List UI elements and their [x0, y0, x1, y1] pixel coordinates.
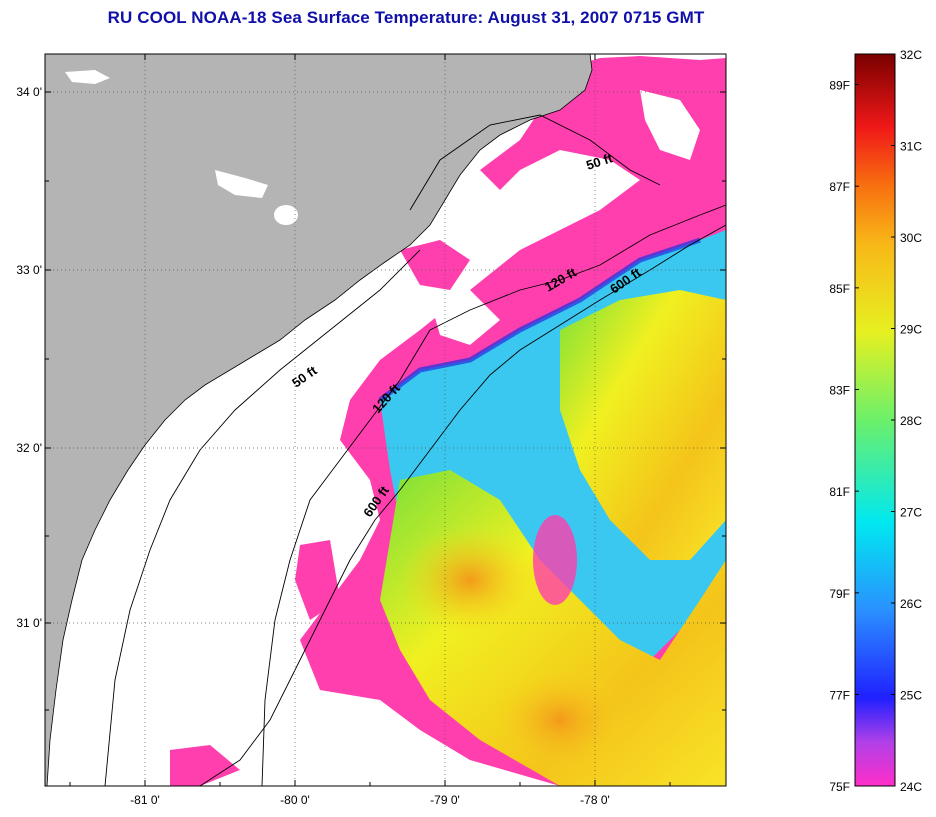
celsius-label: 31C — [900, 140, 922, 154]
graticule — [45, 54, 726, 786]
map-frame — [44, 53, 727, 787]
lat-label: 34 0' — [16, 85, 42, 99]
island — [65, 70, 110, 84]
fahrenheit-label: 85F — [829, 282, 850, 296]
color-scale-gradient — [854, 53, 896, 787]
fahrenheit-label: 81F — [829, 485, 850, 499]
no-data-gap — [430, 290, 500, 345]
lon-label: -81 0' — [130, 793, 160, 807]
cold-water-patch — [295, 540, 340, 620]
lat-label: 32 0' — [16, 441, 42, 455]
warm-water-region-east — [560, 290, 726, 560]
lon-label: -78 0' — [580, 793, 610, 807]
island — [215, 170, 268, 198]
cold-water-patch — [170, 745, 240, 786]
fahrenheit-label: 75F — [829, 780, 850, 794]
lon-label: -80 0' — [280, 793, 310, 807]
isobath-120ft — [261, 204, 726, 786]
warm-core — [400, 525, 540, 635]
celsius-label: 26C — [900, 597, 922, 611]
celsius-label: 32C — [900, 48, 922, 62]
island — [274, 205, 298, 225]
fahrenheit-label: 89F — [829, 79, 850, 93]
axis-ticks — [45, 54, 726, 786]
cool-water-edge — [378, 237, 701, 402]
celsius-label: 24C — [900, 780, 922, 794]
celsius-label: 28C — [900, 414, 922, 428]
isobath-50ft — [104, 114, 661, 786]
fahrenheit-label: 77F — [829, 689, 850, 703]
land-mass — [45, 54, 593, 786]
celsius-label: 29C — [900, 323, 922, 337]
lat-label: 33 0' — [16, 263, 42, 277]
isobath-600ft — [199, 224, 726, 786]
warm-core — [490, 665, 630, 775]
celsius-label: 25C — [900, 689, 922, 703]
fahrenheit-label: 79F — [829, 587, 850, 601]
cool-eddy — [533, 515, 577, 605]
map-title: RU COOL NOAA-18 Sea Surface Temperature:… — [107, 8, 705, 27]
no-data-gap — [640, 90, 700, 160]
lon-label: -79 0' — [430, 793, 460, 807]
fahrenheit-label: 87F — [829, 180, 850, 194]
lat-label: 31 0' — [16, 616, 42, 630]
celsius-label: 27C — [900, 506, 922, 520]
celsius-label: 30C — [900, 231, 922, 245]
fahrenheit-label: 83F — [829, 384, 850, 398]
